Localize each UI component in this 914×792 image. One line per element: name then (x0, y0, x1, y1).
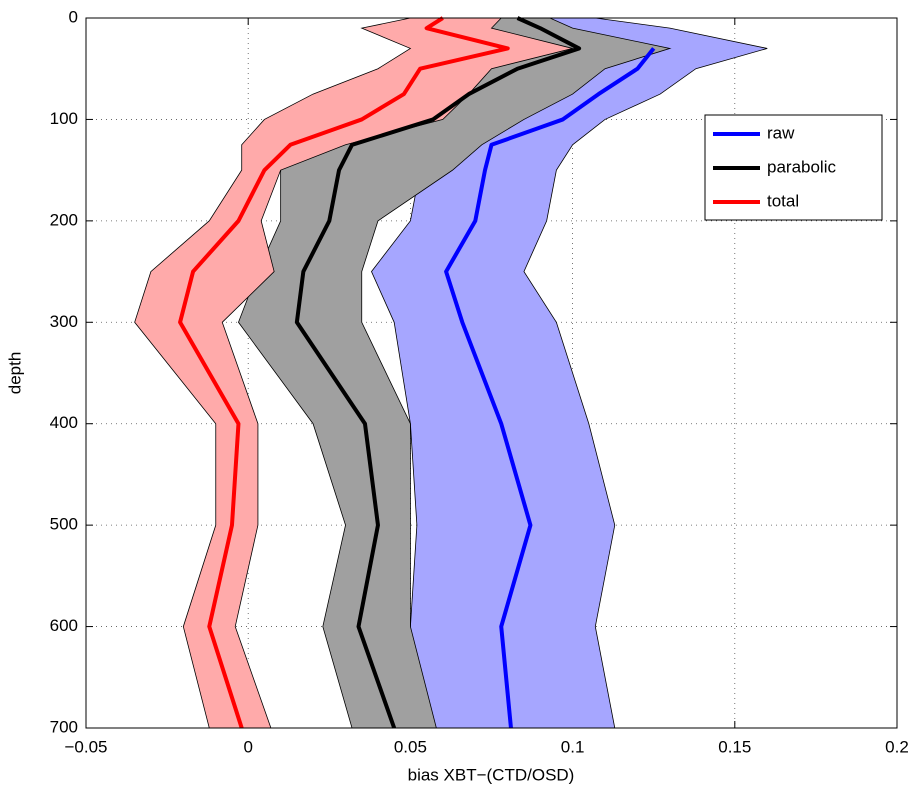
series-line (294, 16, 582, 729)
plot-frame (85, 17, 898, 729)
x-tick-label: −0.05 (64, 737, 107, 756)
y-axis-label: depth (5, 352, 24, 395)
x-tick-label: 0 (243, 737, 252, 756)
y-tick-label: 0 (69, 7, 78, 26)
y-tick-label: 600 (50, 616, 78, 635)
y-tick-label: 100 (50, 109, 78, 128)
y-tick-label: 500 (50, 515, 78, 534)
y-tick-label: 400 (50, 413, 78, 432)
legend-label: total (767, 191, 799, 210)
x-tick-label: 0.15 (718, 737, 751, 756)
y-tick-label: 300 (50, 312, 78, 331)
series-line (444, 47, 656, 729)
legend-label: parabolic (767, 157, 836, 176)
y-tick-label: 700 (50, 717, 78, 736)
x-tick-label: 0.05 (394, 737, 427, 756)
y-tick-label: 200 (50, 210, 78, 229)
series-line (178, 16, 510, 729)
legend-label: raw (767, 123, 795, 142)
x-axis-label: bias XBT−(CTD/OSD) (408, 765, 575, 784)
legend: raw parabolic total (704, 114, 883, 221)
x-tick-label: 0.1 (561, 737, 585, 756)
x-tick-label: 0.2 (885, 737, 909, 756)
